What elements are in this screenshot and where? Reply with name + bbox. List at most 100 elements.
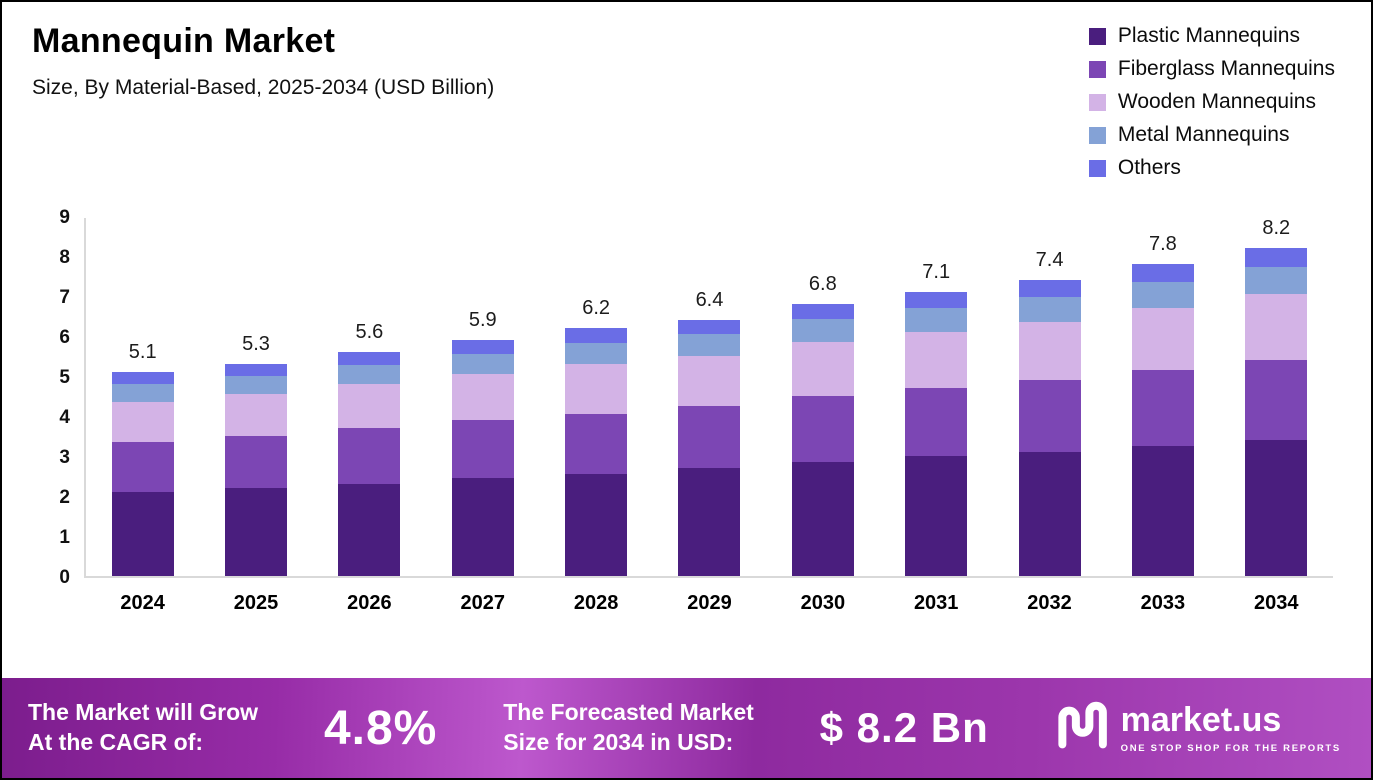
chart-region: 0 1 2 3 4 5 6 7 8 9 5.1 2024 5.3 2025 5.6 2026 5.9 2027 6… [2,100,1371,678]
bar-column: 5.6 2026 [338,218,401,614]
y-axis-tick: 2 [59,487,70,508]
bar-column: 8.2 2034 [1245,217,1308,614]
bar-total-label: 5.3 [242,333,270,355]
bar-column: 6.8 2030 [791,218,854,614]
legend-item: Plastic Mannequins [1088,24,1335,48]
bar-stack [678,320,741,576]
bar-segment-metal-mannequins [565,342,628,364]
bar-stack [1131,264,1194,576]
x-axis-label: 2034 [1254,592,1299,614]
plot-area: 5.1 2024 5.3 2025 5.6 2026 5.9 2027 6.2 2028 6.4 20… [84,217,1333,614]
bar-segment-plastic-mannequins [1018,452,1081,576]
bar-stack [225,364,288,576]
bar-segment-others [225,364,288,376]
bar-segment-metal-mannequins [791,318,854,342]
cagr-label: The Market will Grow At the CAGR of: [28,699,259,755]
bar-column: 7.1 2031 [905,218,968,614]
bar-segment-others [1131,264,1194,282]
bar-segment-metal-mannequins [225,376,288,394]
y-axis-tick: 5 [59,367,70,388]
footer-banner: The Market will Grow At the CAGR of: 4.8… [2,678,1371,778]
x-axis-label: 2029 [687,592,732,614]
bar-stack [451,340,514,576]
chart-header: Mannequin Market Size, By Material-Based… [2,2,1371,179]
forecast-value: $ 8.2 Bn [819,704,989,751]
bar-segment-others [451,340,514,354]
bar-segment-plastic-mannequins [225,488,288,576]
y-axis-tick: 3 [59,447,70,468]
bar-segment-plastic-mannequins [791,462,854,576]
bar-total-label: 8.2 [1262,217,1291,240]
bar-segment-plastic-mannequins [338,484,401,576]
bar-stack [791,304,854,576]
x-axis-label: 2024 [120,592,165,614]
y-axis-tick: 8 [59,247,70,268]
bar-segment-others [111,372,174,384]
legend-swatch [1088,126,1106,144]
bar-column: 5.1 2024 [111,218,174,614]
bar-segment-fiberglass-mannequins [338,428,401,484]
bar-segment-wooden-mannequins [225,394,288,436]
legend-swatch [1088,93,1106,111]
bar-total-label: 7.8 [1149,233,1177,256]
x-axis-label: 2030 [800,592,846,614]
bar-segment-wooden-mannequins [1018,322,1081,380]
bar-segment-others [1245,248,1308,267]
bar-segment-wooden-mannequins [1131,308,1194,370]
y-axis-tick: 9 [59,207,70,228]
bar-segment-fiberglass-mannequins [225,436,288,488]
legend-label: Plastic Mannequins [1117,24,1300,47]
bar-segment-metal-mannequins [1245,266,1308,294]
bar-segment-fiberglass-mannequins [905,388,968,456]
bar-segment-metal-mannequins [905,308,968,332]
bar-segment-metal-mannequins [1018,296,1081,322]
bar-column: 5.3 2025 [225,218,288,614]
bar-segment-wooden-mannequins [111,402,174,442]
bar-segment-metal-mannequins [1131,281,1194,308]
forecast-label: The Forecasted Market Size for 2034 in U… [503,699,754,755]
bar-segment-plastic-mannequins [678,468,741,576]
bar-segment-others [678,320,741,334]
bar-segment-others [338,352,401,365]
cagr-value: 4.8% [323,701,438,755]
bar-segment-plastic-mannequins [905,456,968,576]
legend-label: Others [1117,156,1181,179]
x-axis-label: 2033 [1140,592,1186,614]
bar-segment-others [905,292,968,308]
legend-label: Fiberglass Mannequins [1117,57,1335,80]
bar-segment-plastic-mannequins [565,474,628,576]
bar-segment-metal-mannequins [451,354,514,374]
bar-segment-wooden-mannequins [791,342,854,396]
bar-total-label: 5.1 [128,341,157,363]
bar-stack [111,372,174,576]
x-axis-label: 2027 [460,592,506,614]
legend-item: Metal Mannequins [1088,123,1335,147]
y-axis: 0 1 2 3 4 5 6 7 8 9 [28,207,84,588]
legend-item: Fiberglass Mannequins [1088,57,1335,81]
bar-column: 7.8 2033 [1131,218,1194,614]
bar-segment-plastic-mannequins [451,478,514,576]
legend-swatch [1088,27,1106,45]
bar-segment-metal-mannequins [338,364,401,384]
legend-item: Wooden Mannequins [1088,90,1335,114]
legend-swatch [1088,60,1106,78]
bar-total-label: 6.4 [695,289,724,311]
market-us-logo: market.us ONE STOP SHOP FOR THE REPORTS [1055,699,1341,758]
bar-segment-plastic-mannequins [1131,446,1194,576]
x-axis-label: 2031 [913,592,959,614]
bar-stack [1245,248,1308,576]
market-us-logo-icon [1055,699,1109,758]
brand-tagline: ONE STOP SHOP FOR THE REPORTS [1120,742,1341,754]
bar-total-label: 6.8 [808,273,837,296]
bar-segment-fiberglass-mannequins [1131,370,1194,446]
bar-segment-wooden-mannequins [338,384,401,428]
bar-segment-fiberglass-mannequins [565,414,628,474]
y-axis-tick: 1 [59,527,70,548]
y-axis-tick: 6 [59,327,70,348]
bar-segment-wooden-mannequins [678,356,741,406]
y-axis-tick: 0 [59,567,70,588]
page-title: Mannequin Market [32,22,336,60]
legend-item: Others [1088,156,1335,180]
legend-label: Metal Mannequins [1117,123,1290,146]
bar-stack [1018,280,1081,576]
